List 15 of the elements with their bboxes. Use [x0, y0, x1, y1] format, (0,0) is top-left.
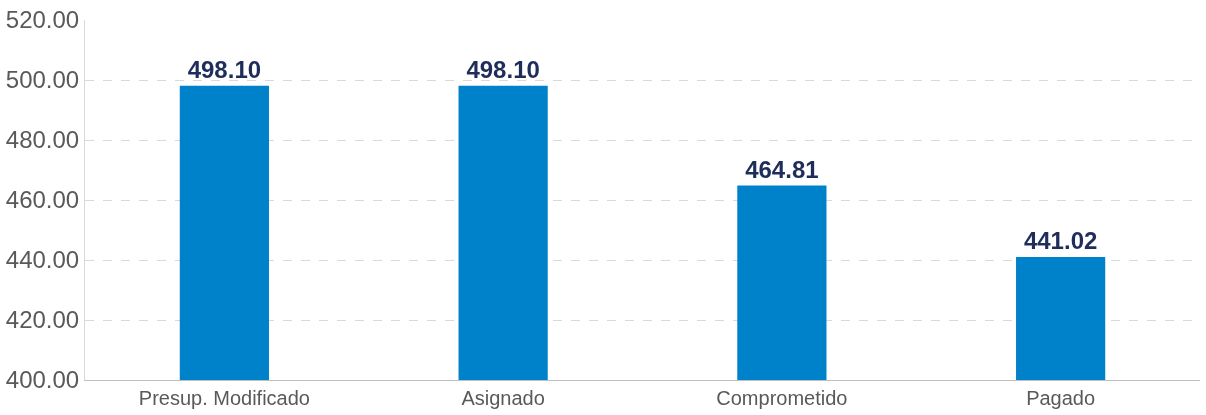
y-tick-label: 440.00	[5, 246, 80, 274]
y-tick-label: 460.00	[5, 186, 80, 214]
data-label: 498.10	[466, 55, 540, 83]
x-tick-label: Pagado	[1026, 387, 1096, 409]
y-tick-label: 500.00	[5, 66, 80, 94]
x-tick-label: Comprometido	[716, 387, 848, 409]
y-tick-label: 520.00	[5, 6, 80, 34]
data-label: 498.10	[187, 55, 262, 83]
y-tick-label: 420.00	[5, 306, 80, 334]
data-label: 464.81	[745, 155, 819, 183]
x-tick-label: Presup. Modificado	[138, 387, 310, 409]
data-label: 441.02	[1023, 226, 1098, 254]
y-tick-label: 400.00	[5, 366, 80, 394]
x-tick-label: Asignado	[461, 387, 545, 409]
y-tick-label: 480.00	[5, 126, 80, 154]
